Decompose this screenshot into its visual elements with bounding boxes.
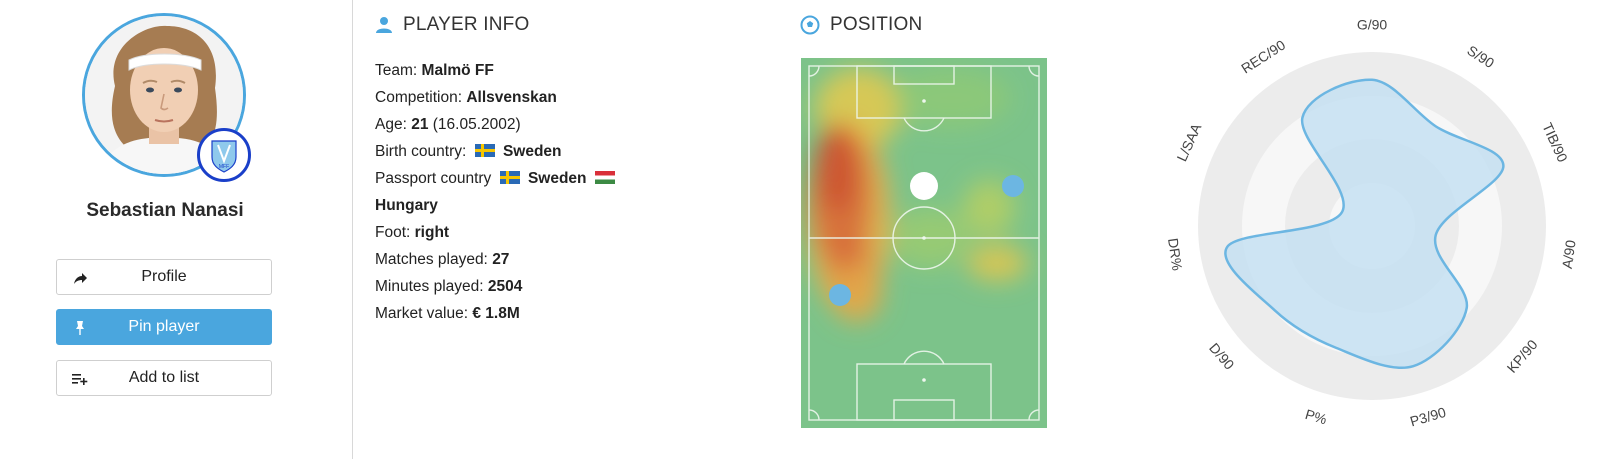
pin-player-button[interactable]: Pin player xyxy=(56,309,272,345)
radar-label-tib-90: TIB/90 xyxy=(1539,120,1571,164)
main-position-marker xyxy=(910,172,938,200)
player-name: Sebastian Nanasi xyxy=(86,200,244,221)
soccer-ball-icon xyxy=(800,15,820,35)
player-avatar xyxy=(82,13,246,177)
foot-label: Foot: xyxy=(375,224,411,241)
player-photo xyxy=(85,16,243,174)
player-info-list: Team: Malmö FF Competition: Allsvenskan … xyxy=(375,57,645,327)
pin-icon xyxy=(76,321,84,335)
player-info-heading: PLAYER INFO xyxy=(375,14,529,36)
column-divider xyxy=(352,0,353,459)
info-row-age: Age: 21 (16.05.2002) xyxy=(375,111,645,138)
info-row-competition: Competition: Allsvenskan xyxy=(375,84,645,111)
team-label: Team: xyxy=(375,62,418,79)
hungary-flag-icon xyxy=(594,171,615,184)
playlist-add-icon xyxy=(72,374,88,385)
radar-label-l-saa: L/SAA xyxy=(1173,120,1204,163)
radar-value-shape xyxy=(1224,78,1505,370)
radar-label-dr-: DR% xyxy=(1165,237,1185,272)
malmo-ff-crest-icon: MFF xyxy=(211,140,237,173)
sweden-flag-icon xyxy=(499,171,520,184)
position-heatmap xyxy=(801,58,1047,428)
info-row-market-value: Market value: € 1.8M xyxy=(375,300,645,327)
info-row-passport-cont: Hungary xyxy=(375,192,645,219)
info-row-passport: Passport country Sweden xyxy=(375,165,645,192)
birth-date: (16.05.2002) xyxy=(432,116,521,133)
info-row-team: Team: Malmö FF xyxy=(375,57,645,84)
passport-country-2: Hungary xyxy=(375,197,438,214)
matches-value: 27 xyxy=(492,251,510,268)
age-label: Age: xyxy=(375,116,407,133)
passport-country-1: Sweden xyxy=(527,170,587,187)
position-title: POSITION xyxy=(830,14,923,35)
birth-country-value: Sweden xyxy=(502,143,562,160)
secondary-position-marker xyxy=(1002,175,1024,197)
passport-label: Passport country xyxy=(375,170,492,187)
pitch-heatmap-svg xyxy=(801,58,1047,428)
svg-text:MFF: MFF xyxy=(219,164,229,170)
foot-value: right xyxy=(414,224,450,241)
sweden-flag-icon xyxy=(474,144,495,157)
radar-label-d-90: D/90 xyxy=(1206,340,1238,373)
position-heading: POSITION xyxy=(800,14,922,36)
minutes-value: 2504 xyxy=(487,278,523,295)
birth-country-label: Birth country: xyxy=(375,143,467,160)
radar-label-rec-90: REC/90 xyxy=(1238,37,1288,77)
player-info-title: PLAYER INFO xyxy=(403,14,530,35)
minutes-label: Minutes played: xyxy=(375,278,484,295)
radar-label-a-90: A/90 xyxy=(1559,239,1579,270)
matches-label: Matches played: xyxy=(375,251,488,268)
market-value: € 1.8M xyxy=(472,305,520,322)
info-row-foot: Foot: right xyxy=(375,219,645,246)
profile-button[interactable]: Profile xyxy=(56,259,272,295)
radar-chart-svg: G/90 S/90 TIB/90 A/90 KP/90 P3/90 P% D/90 DR% L/S… xyxy=(1165,17,1579,430)
profile-button-label: Profile xyxy=(141,268,187,285)
competition-label: Competition: xyxy=(375,89,463,106)
pitch-lines xyxy=(808,65,1040,421)
info-row-minutes: Minutes played: 2504 xyxy=(375,273,645,300)
competition-value: Allsvenskan xyxy=(466,89,557,106)
team-value: Malmö FF xyxy=(421,62,494,79)
add-to-list-button-label: Add to list xyxy=(128,369,200,386)
stats-radar: G/90 S/90 TIB/90 A/90 KP/90 P3/90 P% D/90 DR% L/S… xyxy=(1150,0,1600,459)
radar-label-p-: P% xyxy=(1303,406,1328,428)
age-value: 21 xyxy=(411,116,429,133)
radar-label-kp-90: KP/90 xyxy=(1504,336,1541,375)
info-row-birth-country: Birth country: Sweden xyxy=(375,138,645,165)
pin-player-button-label: Pin player xyxy=(128,318,200,335)
add-to-list-button[interactable]: Add to list xyxy=(56,360,272,396)
share-arrow-icon xyxy=(74,273,87,284)
info-row-matches: Matches played: 27 xyxy=(375,246,645,273)
profile-column: MFF Sebastian Nanasi Profile Pin player … xyxy=(0,0,350,459)
club-badge: MFF xyxy=(197,128,251,182)
radar-label-g-90: G/90 xyxy=(1357,17,1388,33)
radar-label-p3-90: P3/90 xyxy=(1408,404,1448,430)
user-icon xyxy=(376,17,392,33)
market-value-label: Market value: xyxy=(375,305,469,322)
radar-label-s-90: S/90 xyxy=(1464,42,1497,71)
secondary-position-marker xyxy=(829,284,851,306)
